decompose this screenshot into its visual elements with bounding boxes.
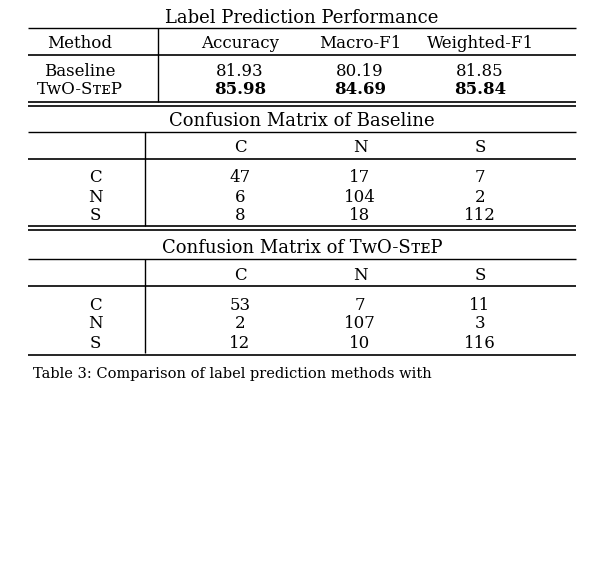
Text: Confusion Matrix of Baseline: Confusion Matrix of Baseline xyxy=(169,112,435,130)
Text: Baseline: Baseline xyxy=(44,62,116,80)
Text: 84.69: 84.69 xyxy=(334,81,386,97)
Text: Method: Method xyxy=(48,34,112,51)
Text: 12: 12 xyxy=(230,335,251,352)
Text: N: N xyxy=(353,140,367,157)
Text: S: S xyxy=(474,140,486,157)
Text: C: C xyxy=(89,169,101,186)
Text: S: S xyxy=(474,267,486,284)
Text: 3: 3 xyxy=(475,316,485,332)
Text: C: C xyxy=(234,267,246,284)
Text: 17: 17 xyxy=(349,169,371,186)
Text: 53: 53 xyxy=(230,296,251,313)
Text: 7: 7 xyxy=(355,296,365,313)
Text: 80.19: 80.19 xyxy=(336,62,384,80)
Text: 104: 104 xyxy=(344,189,376,205)
Text: 47: 47 xyxy=(230,169,251,186)
Text: 81.85: 81.85 xyxy=(456,62,504,80)
Text: 18: 18 xyxy=(349,208,371,224)
Text: 85.84: 85.84 xyxy=(454,81,506,97)
Text: 10: 10 xyxy=(349,335,371,352)
Text: Weighted-F1: Weighted-F1 xyxy=(426,34,533,51)
Text: TᴡO-SᴛᴇP: TᴡO-SᴛᴇP xyxy=(37,81,123,97)
Text: 8: 8 xyxy=(235,208,245,224)
Text: C: C xyxy=(234,140,246,157)
Text: Macro-F1: Macro-F1 xyxy=(319,34,401,51)
Text: 116: 116 xyxy=(464,335,496,352)
Text: N: N xyxy=(353,267,367,284)
Text: 112: 112 xyxy=(464,208,496,224)
Text: C: C xyxy=(89,296,101,313)
Text: N: N xyxy=(88,189,102,205)
Text: 85.98: 85.98 xyxy=(214,81,266,97)
Text: 7: 7 xyxy=(475,169,485,186)
Text: Label Prediction Performance: Label Prediction Performance xyxy=(165,9,439,27)
Text: 11: 11 xyxy=(469,296,490,313)
Text: 107: 107 xyxy=(344,316,376,332)
Text: Confusion Matrix of TᴡO-SᴛᴇP: Confusion Matrix of TᴡO-SᴛᴇP xyxy=(162,239,442,257)
Text: Table 3: Comparison of label prediction methods with: Table 3: Comparison of label prediction … xyxy=(33,367,432,381)
Text: S: S xyxy=(89,208,101,224)
Text: 6: 6 xyxy=(235,189,245,205)
Text: 2: 2 xyxy=(475,189,485,205)
Text: Accuracy: Accuracy xyxy=(201,34,279,51)
Text: 2: 2 xyxy=(235,316,245,332)
Text: 81.93: 81.93 xyxy=(216,62,264,80)
Text: N: N xyxy=(88,316,102,332)
Text: S: S xyxy=(89,335,101,352)
